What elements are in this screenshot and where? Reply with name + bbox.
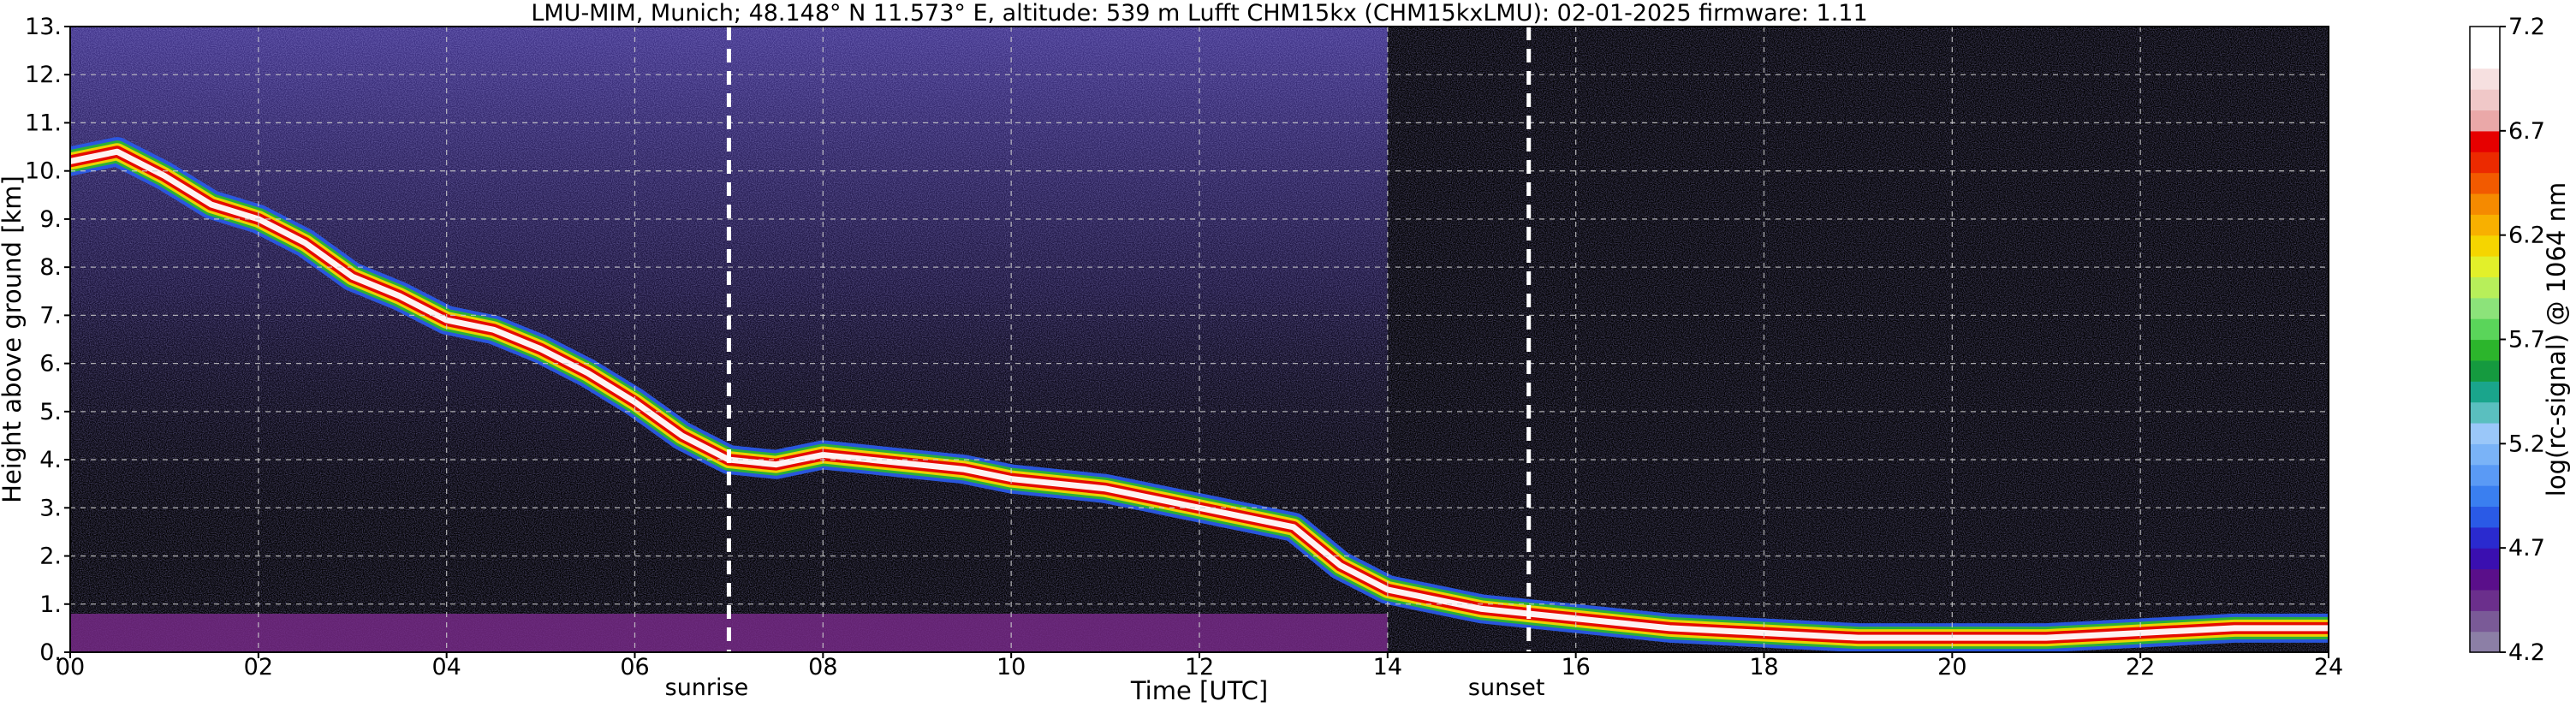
colorbar-segment [2470, 172, 2500, 194]
cloud-band-core [70, 148, 2329, 641]
colorbar-segment [2470, 589, 2500, 611]
x-axis-ticks: 00 02 04 06 08 10 12 14 16 18 20 22 24 [56, 652, 2343, 680]
colorbar-tick-label: 5.7 [2508, 327, 2545, 354]
colorbar-tick-label: 7.2 [2508, 14, 2545, 40]
x-tick-label: 16 [1561, 654, 1590, 680]
colorbar-segment [2470, 464, 2500, 486]
sun-markers: sunrise sunset [665, 27, 1545, 701]
y-tick-label: 1. [39, 591, 62, 618]
colorbar-tick-label: 6.7 [2508, 118, 2545, 145]
colorbar-segment [2470, 548, 2500, 570]
x-tick-label: 22 [2126, 654, 2155, 680]
x-tick-label: 00 [56, 654, 85, 680]
colorbar-segment [2470, 422, 2500, 444]
colorbar-tick-label: 4.2 [2508, 639, 2545, 666]
x-tick-label: 18 [1749, 654, 1778, 680]
colorbar-segment [2470, 401, 2500, 424]
y-axis-ticks: 0. 1. 2. 3. 4. 5. 6. 7. 8. 9. 10. 11. 12. 13. [25, 14, 70, 666]
chart-title: LMU-MIM, Munich; 48.148° N 11.573° E, al… [531, 0, 1867, 27]
colorbar-segment [2470, 152, 2500, 174]
colorbar-segment [2470, 130, 2500, 152]
x-tick-label: 14 [1373, 654, 1402, 680]
colorbar-segment [2470, 485, 2500, 508]
colorbar-segment [2470, 47, 2500, 69]
colorbar-segment [2470, 235, 2500, 257]
y-tick-label: 5. [39, 399, 62, 425]
colorbar-segment [2470, 27, 2500, 48]
colorbar-segment [2470, 297, 2500, 319]
colorbar-segment [2470, 359, 2500, 382]
x-tick-label: 06 [620, 654, 649, 680]
y-tick-label: 11. [25, 110, 62, 136]
y-tick-label: 10. [25, 158, 62, 185]
y-tick-label: 13. [25, 14, 62, 40]
colorbar-segment [2470, 68, 2500, 90]
colorbar-segment [2470, 256, 2500, 277]
x-tick-label: 08 [808, 654, 837, 680]
colorbar-segment [2470, 214, 2500, 236]
colorbar-segment [2470, 193, 2500, 215]
colorbar-label: log(rc-signal) @ 1064 nm [2542, 182, 2571, 496]
colorbar-tick-label: 6.2 [2508, 223, 2545, 249]
x-tick-label: 20 [1937, 654, 1966, 680]
colorbar-tick-label: 5.2 [2508, 431, 2545, 457]
y-tick-label: 9. [39, 206, 62, 233]
colorbar-segment [2470, 610, 2500, 633]
colorbar-segment [2470, 381, 2500, 403]
y-tick-label: 6. [39, 351, 62, 377]
y-tick-label: 4. [39, 447, 62, 473]
colorbar-segment [2470, 276, 2500, 299]
cloud-layer [70, 137, 2329, 652]
colorbar-segment [2470, 110, 2500, 132]
x-tick-label: 12 [1185, 654, 1214, 680]
colorbar-segment [2470, 318, 2500, 341]
y-axis-label: Height above ground [km] [0, 175, 27, 503]
y-tick-label: 7. [39, 302, 62, 329]
colorbar-tick-label: 4.7 [2508, 535, 2545, 561]
marker-label-sunset: sunset [1468, 674, 1545, 701]
x-tick-label: 24 [2314, 654, 2343, 680]
x-tick-label: 02 [244, 654, 273, 680]
y-tick-label: 12. [25, 62, 62, 88]
y-tick-label: 2. [39, 544, 62, 570]
y-tick-label: 8. [39, 254, 62, 281]
y-tick-label: 0. [39, 639, 62, 666]
colorbar-segment [2470, 526, 2500, 549]
marker-label-sunrise: sunrise [665, 674, 749, 701]
x-tick-label: 10 [996, 654, 1026, 680]
colorbar-segment [2470, 339, 2500, 361]
colorbar-segment [2470, 89, 2500, 111]
colorbar-ticks: 4.2 4.7 5.2 5.7 6.2 6.7 7.2 [2500, 14, 2545, 666]
colorbar-segment [2470, 506, 2500, 528]
y-tick-label: 3. [39, 495, 62, 521]
colorbar-segment [2470, 443, 2500, 466]
colorbar-segment [2470, 568, 2500, 591]
x-tick-label: 04 [431, 654, 461, 680]
colorbar-segment [2470, 631, 2500, 653]
x-axis-label: Time [UTC] [1130, 676, 1268, 705]
colorbar [2469, 26, 2501, 653]
